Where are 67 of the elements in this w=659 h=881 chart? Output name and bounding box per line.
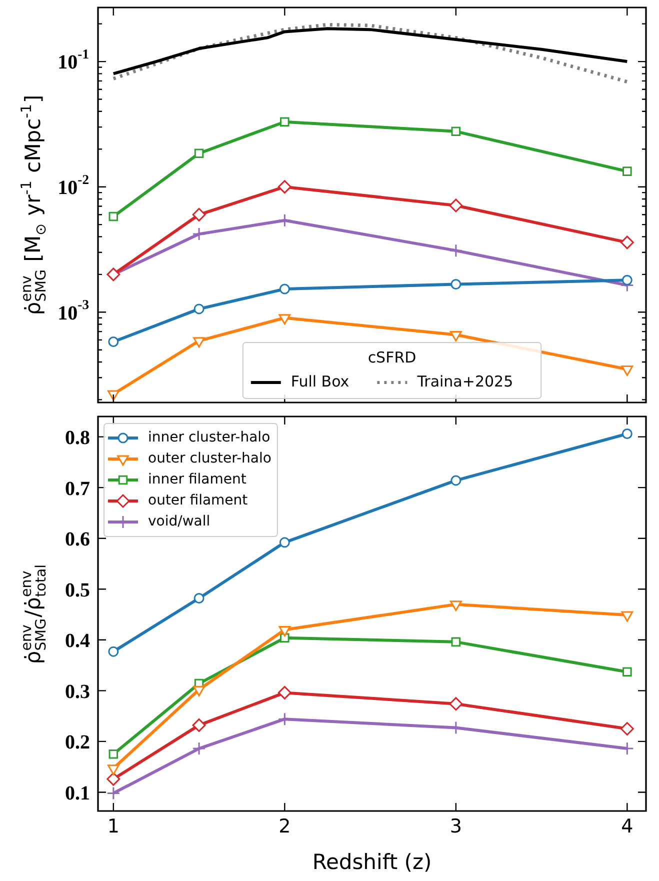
- point: [194, 593, 204, 604]
- y-tick-label: 0.2: [65, 732, 90, 754]
- point: [279, 284, 290, 294]
- point: [106, 772, 120, 786]
- y-tick-label: 0.1: [65, 782, 90, 804]
- point: [621, 366, 634, 376]
- point: [193, 337, 205, 348]
- point: [620, 722, 634, 736]
- legend-title: cSFRD: [368, 348, 416, 366]
- point: [192, 718, 206, 732]
- point: [108, 336, 119, 348]
- point: [620, 742, 634, 756]
- point: [278, 686, 292, 700]
- point: [620, 236, 634, 250]
- y-tick-label: 0.4: [65, 630, 90, 652]
- point: [107, 390, 120, 401]
- point: [450, 475, 462, 486]
- legend-label: void/wall: [148, 514, 210, 530]
- point: [450, 600, 462, 612]
- point: [108, 212, 118, 222]
- text: ρ̇envSMG [M⊙ yr-1 cMpc-1]: [19, 94, 50, 316]
- point: [622, 667, 632, 677]
- point: [192, 742, 206, 756]
- point: [108, 749, 118, 759]
- point: [449, 244, 463, 258]
- y-tick-label: 0.5: [65, 579, 90, 602]
- y-axis-title: ρ̇envSMG/ρ̇envtotal: [19, 564, 50, 664]
- point: [450, 330, 462, 342]
- point: [106, 786, 120, 800]
- point: [449, 198, 463, 212]
- point: [280, 117, 290, 127]
- y-tick-label: 0.8: [65, 426, 90, 449]
- point: [450, 278, 462, 290]
- x-axis-title: Redshift (z): [312, 850, 432, 874]
- legend-label: outer filament: [148, 492, 248, 509]
- point: [279, 537, 290, 548]
- point: [451, 126, 461, 136]
- point: [449, 697, 463, 711]
- x-tick-label: 1: [107, 815, 120, 838]
- x-tick-label: 4: [621, 815, 634, 838]
- point: [622, 166, 632, 176]
- legend-label: outer cluster-halo: [148, 450, 272, 467]
- y-tick-label: 0.6: [65, 528, 90, 551]
- legend-label: Full Box: [290, 372, 350, 390]
- point: [194, 148, 204, 158]
- point: [108, 646, 119, 657]
- point: [621, 611, 634, 622]
- legend-label: Traina+2025: [416, 372, 514, 390]
- point: [193, 686, 205, 696]
- point: [622, 428, 632, 440]
- point: [280, 633, 290, 643]
- point: [192, 227, 206, 241]
- legend-label: inner filament: [148, 472, 247, 488]
- point: [194, 304, 204, 314]
- point: [278, 214, 292, 228]
- y-tick-label: 0.3: [65, 680, 90, 703]
- point: [451, 637, 461, 647]
- point: [278, 180, 292, 194]
- line-series: [112, 22, 629, 84]
- y-tick-label: 0.7: [65, 478, 90, 500]
- point: [622, 274, 632, 286]
- point: [278, 314, 291, 325]
- point: [192, 208, 206, 222]
- legend-label: inner cluster-halo: [148, 430, 270, 446]
- x-tick-label: 3: [450, 815, 462, 838]
- point: [278, 626, 291, 636]
- x-tick-label: 2: [278, 815, 291, 838]
